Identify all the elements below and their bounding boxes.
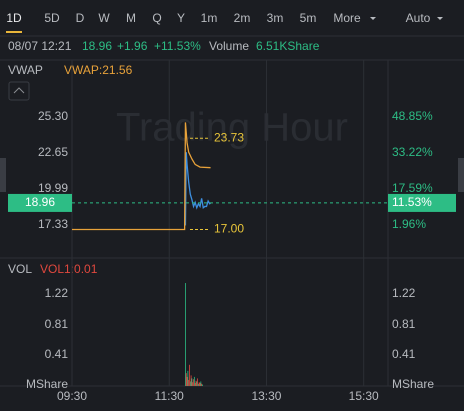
tab[interactable]: More xyxy=(333,11,361,25)
volume-bar xyxy=(185,283,186,386)
volume-bar xyxy=(198,383,199,386)
volume-label: Volume xyxy=(209,39,249,53)
volume-bar xyxy=(185,373,187,386)
y2-tick-label: 33.22% xyxy=(392,145,433,159)
tab-underline xyxy=(6,31,22,33)
tab[interactable]: 5D xyxy=(44,11,60,25)
last-pct: 11.53% xyxy=(392,195,432,209)
side-handle[interactable] xyxy=(458,158,464,192)
volume-bar xyxy=(192,382,194,386)
collapse-button[interactable] xyxy=(8,81,30,101)
tab[interactable]: 3m xyxy=(267,11,284,25)
y-tick-label: 17.33 xyxy=(38,217,68,231)
volume-bar xyxy=(196,381,198,386)
volume-bar xyxy=(193,379,194,386)
datetime: 08/07 12:21 xyxy=(8,39,72,53)
y-tick-label: 25.30 xyxy=(38,109,68,123)
y2-tick-label: 0.81 xyxy=(392,317,416,331)
vwap-name: VWAP xyxy=(8,63,43,77)
y-unit: MShare xyxy=(26,377,68,391)
y2-tick-label: 0.41 xyxy=(392,347,416,361)
tab[interactable]: M xyxy=(126,11,136,25)
tab[interactable]: Q xyxy=(152,11,161,25)
y-tick-label: 1.22 xyxy=(45,286,69,300)
y-tick-label: 22.65 xyxy=(38,145,68,159)
last-price-box xyxy=(8,193,72,212)
volume-bar xyxy=(191,378,193,386)
volume-bar xyxy=(202,384,203,386)
watermark: Trading Hour xyxy=(116,106,348,150)
volume-bar xyxy=(201,383,203,386)
volume-bar xyxy=(190,375,192,386)
y2-tick-label: 48.85% xyxy=(392,109,433,123)
volume-bar xyxy=(187,370,189,386)
annotation: 23.73 xyxy=(214,130,244,144)
tab[interactable]: Auto xyxy=(406,11,431,25)
side-handle[interactable] xyxy=(0,158,6,192)
y-tick-label: 19.99 xyxy=(38,181,68,195)
volume-bar xyxy=(188,379,190,386)
tab[interactable]: 1D xyxy=(6,11,22,25)
volume-bar xyxy=(199,382,201,386)
dropdown-arrow xyxy=(437,17,443,20)
volume-bar xyxy=(194,382,196,386)
y2-tick-label: 1.96% xyxy=(392,217,426,231)
y-tick-label: 0.41 xyxy=(45,347,69,361)
volume-bar xyxy=(186,376,188,386)
volume-bar xyxy=(197,378,198,386)
y-tick-label: 0.81 xyxy=(45,317,69,331)
tab[interactable]: W xyxy=(98,11,110,25)
change-pct: +11.53% xyxy=(154,39,201,53)
y2-tick-label: 17.59% xyxy=(392,181,433,195)
last-pct-box xyxy=(388,193,456,212)
volume-bar xyxy=(200,381,202,386)
tab[interactable]: 5m xyxy=(300,11,317,25)
tab[interactable]: Y xyxy=(177,11,185,25)
tab[interactable]: 1m xyxy=(201,11,218,25)
price-line xyxy=(72,122,211,231)
volume-bar xyxy=(195,380,197,386)
volume-bar xyxy=(189,381,191,386)
price-line xyxy=(184,152,212,226)
x-tick-label: 13:30 xyxy=(251,389,281,403)
vol-label: VOL xyxy=(8,262,32,276)
price: 18.96 xyxy=(82,39,112,53)
x-tick-label: 15:30 xyxy=(349,389,379,403)
volume-bar xyxy=(193,376,195,386)
tab[interactable]: 2m xyxy=(234,11,251,25)
x-tick-label: 11:30 xyxy=(155,389,184,403)
vol-indicator: VOL1:0.01 xyxy=(40,262,98,276)
y-unit: MShare xyxy=(392,377,434,391)
last-price: 18.96 xyxy=(25,195,55,209)
tab[interactable]: D xyxy=(76,11,85,25)
volume: 6.51KShare xyxy=(256,39,320,53)
annotation: 17.00 xyxy=(214,222,244,236)
volume-bar xyxy=(189,364,190,386)
vwap-label: VWAP:21.56 xyxy=(64,63,133,77)
x-tick-label: 09:30 xyxy=(57,389,87,403)
y2-tick-label: 1.22 xyxy=(392,286,416,300)
dropdown-arrow xyxy=(370,17,376,20)
change: +1.96 xyxy=(117,39,148,53)
volume-bar xyxy=(198,382,200,386)
